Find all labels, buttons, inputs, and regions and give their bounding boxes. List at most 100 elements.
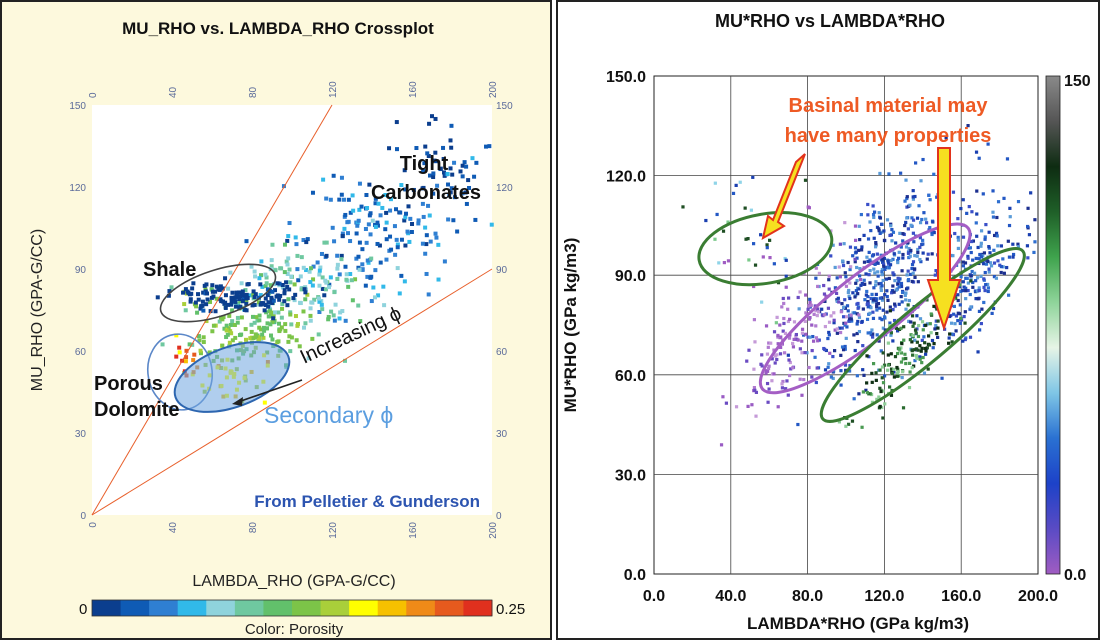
right-data-point <box>786 353 790 357</box>
right-data-point <box>916 247 920 252</box>
right-data-point <box>974 221 978 225</box>
right-data-point <box>929 331 933 335</box>
left-data-point <box>258 293 263 298</box>
right-data-point <box>870 254 875 258</box>
right-data-point <box>897 279 901 283</box>
left-data-point <box>248 336 253 341</box>
left-y-tick-left: 150 <box>69 101 86 112</box>
left-data-point <box>184 355 189 360</box>
right-data-point <box>977 309 982 314</box>
right-data-point <box>766 400 770 404</box>
right-data-point <box>924 217 928 221</box>
left-data-point <box>257 337 262 342</box>
right-data-point <box>911 231 915 235</box>
right-data-point <box>971 280 975 285</box>
right-data-point <box>864 388 868 392</box>
right-data-point <box>956 318 960 323</box>
right-data-point <box>816 310 821 314</box>
left-data-point <box>230 308 235 313</box>
left-data-point <box>234 293 239 298</box>
right-data-point <box>896 367 900 371</box>
left-data-point <box>395 266 400 271</box>
right-data-point <box>751 242 756 246</box>
left-data-point <box>167 289 172 294</box>
left-data-point <box>384 257 389 262</box>
left-data-point <box>368 275 373 280</box>
left-data-point <box>311 277 316 282</box>
left-data-point <box>230 319 235 324</box>
left-data-point <box>442 259 447 264</box>
right-data-point <box>906 269 910 273</box>
right-data-point <box>722 260 726 265</box>
left-data-point <box>295 253 300 258</box>
right-data-point <box>832 318 836 322</box>
right-data-point <box>866 302 870 306</box>
right-data-point <box>767 387 771 391</box>
left-data-point <box>435 183 440 188</box>
left-data-point <box>349 278 354 283</box>
right-data-point <box>810 348 814 353</box>
right-data-point <box>824 348 828 353</box>
right-data-point <box>953 231 957 236</box>
right-data-point <box>873 283 878 287</box>
right-data-point <box>908 370 912 374</box>
right-data-point <box>783 331 788 335</box>
right-data-point <box>908 203 912 207</box>
right-data-point <box>917 204 921 208</box>
right-data-point <box>891 339 895 343</box>
right-data-point <box>918 221 923 225</box>
porosity-colorbar-segment <box>263 600 293 616</box>
right-data-point <box>888 321 892 325</box>
left-data-point <box>406 204 411 209</box>
right-data-point <box>878 316 882 320</box>
right-data-point <box>874 371 878 375</box>
right-data-point <box>974 256 978 261</box>
right-data-point <box>872 210 877 214</box>
right-data-point <box>911 218 916 222</box>
left-data-point <box>348 239 353 244</box>
left-data-point <box>377 243 382 248</box>
right-data-point <box>969 305 973 309</box>
left-data-point <box>308 313 313 318</box>
left-data-point <box>423 144 428 149</box>
right-data-point <box>814 309 818 313</box>
left-data-point <box>309 266 314 271</box>
left-data-point <box>287 221 292 226</box>
right-data-point <box>897 256 901 260</box>
left-data-point <box>414 146 419 151</box>
left-data-point <box>258 282 263 287</box>
left-data-point <box>288 280 293 285</box>
right-data-point <box>1025 244 1030 248</box>
right-data-point <box>1006 239 1010 243</box>
right-data-point <box>924 352 928 356</box>
right-data-point <box>806 307 810 311</box>
left-data-point <box>365 274 370 279</box>
right-data-point <box>928 322 932 326</box>
right-data-point <box>883 402 887 406</box>
left-data-point <box>208 309 213 314</box>
right-data-point <box>958 312 962 316</box>
right-data-point <box>843 271 847 275</box>
left-data-point <box>286 256 291 261</box>
right-data-point <box>829 254 833 258</box>
left-data-point <box>394 207 399 212</box>
left-data-point <box>195 310 200 315</box>
left-data-point <box>342 226 347 231</box>
right-data-point <box>961 288 965 293</box>
shale-ellipse <box>159 263 277 323</box>
left-data-point <box>324 240 329 245</box>
porosity-colorbar-segment <box>292 600 322 616</box>
right-data-point <box>721 395 725 399</box>
porosity-colorbar-segment <box>320 600 350 616</box>
right-data-point <box>983 235 987 239</box>
right-data-point <box>750 403 754 407</box>
right-data-point <box>949 253 953 258</box>
left-data-point <box>421 168 426 173</box>
right-data-point <box>765 369 770 373</box>
left-data-point <box>294 242 299 247</box>
right-data-point <box>931 220 935 224</box>
right-data-point <box>1033 218 1037 222</box>
left-data-point <box>187 342 192 347</box>
left-data-point <box>256 300 261 305</box>
right-data-point <box>792 337 796 341</box>
